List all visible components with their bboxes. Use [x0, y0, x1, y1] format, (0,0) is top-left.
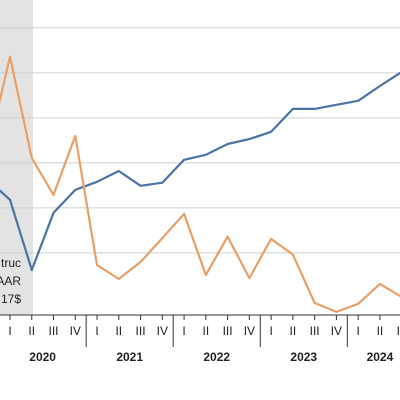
labels: IIIIIIIVIIIIIIIVIIIIIIIVIIIIIIIVIIIIII20…: [0, 256, 400, 364]
year-label: 2021: [116, 350, 143, 364]
x-tick-label: I: [95, 324, 98, 338]
x-tick-label: I: [8, 324, 11, 338]
year-label: 2022: [203, 350, 230, 364]
x-tick-label: I: [182, 324, 185, 338]
x-tick-label: IV: [70, 324, 81, 338]
legend-text: AAR: [0, 274, 21, 288]
legend-text: truc: [1, 256, 21, 270]
shaded-period: [0, 0, 33, 315]
x-tick-label: III: [49, 324, 59, 338]
x-tick-label: III: [310, 324, 320, 338]
x-tick-label: III: [223, 324, 233, 338]
x-tick-label: II: [203, 324, 210, 338]
year-label: 2023: [290, 350, 317, 364]
lines: [0, 55, 400, 313]
x-tick-label: II: [28, 324, 35, 338]
legend-text: 17$: [1, 292, 21, 306]
year-label: 2020: [29, 350, 56, 364]
x-tick-label: IV: [157, 324, 168, 338]
x-tick-label: II: [115, 324, 122, 338]
x-tick-label: III: [136, 324, 146, 338]
x-tick-label: I: [269, 324, 272, 338]
x-tick-label: IV: [244, 324, 255, 338]
x-tick-label: II: [290, 324, 297, 338]
year-label: 2024: [367, 350, 394, 364]
grid: [0, 27, 400, 254]
x-tick-label: III: [397, 324, 400, 338]
x-tick-label: IV: [331, 324, 342, 338]
x-tick-label: I: [356, 324, 359, 338]
series-line: [0, 55, 400, 313]
x-tick-label: II: [377, 324, 384, 338]
series-line: [0, 71, 400, 272]
